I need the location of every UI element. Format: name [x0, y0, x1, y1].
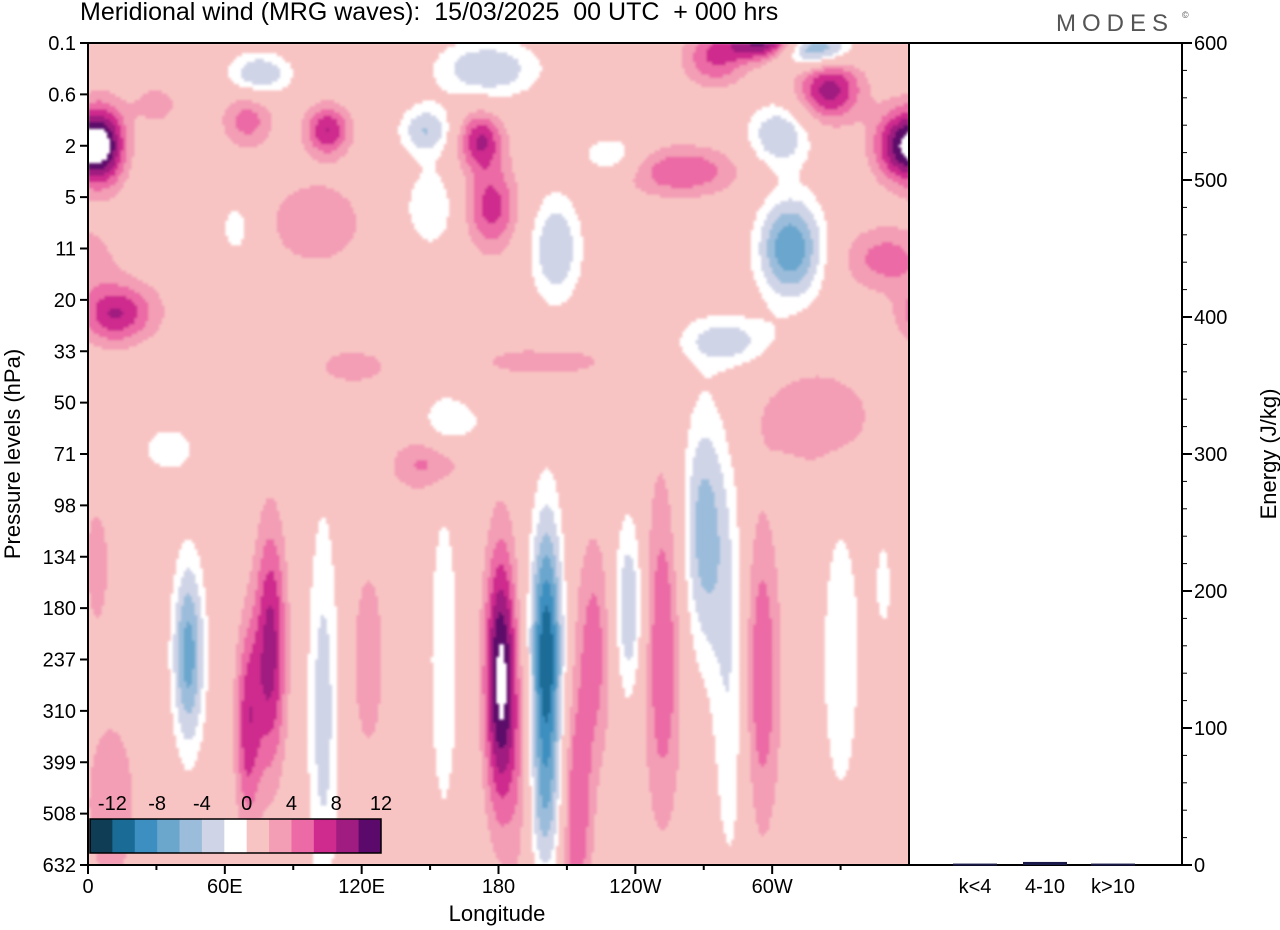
colorbar-swatch: [336, 819, 360, 853]
energy-bar: [953, 863, 997, 866]
colorbar-label: 8: [331, 793, 342, 815]
colorbar-swatch: [358, 819, 382, 853]
chart-title: Meridional wind (MRG waves): 15/03/2025 …: [80, 0, 779, 26]
energy-category-label: 4-10: [1025, 876, 1065, 898]
copyright-mark: ©: [1182, 10, 1189, 20]
energy-bar: [1091, 863, 1135, 866]
y-tick-label: 2: [65, 136, 76, 158]
x-tick-label: 0: [82, 876, 93, 898]
colorbar-frame: [89, 818, 382, 854]
energy-category-label: k>10: [1091, 876, 1135, 898]
energy-tick-label: 200: [1194, 581, 1227, 603]
colorbar-swatch: [224, 819, 248, 853]
colorbar-swatch: [90, 819, 113, 853]
colorbar-swatch: [157, 819, 180, 853]
y-tick-label: 134: [43, 547, 76, 569]
y-tick-label: 5: [65, 187, 76, 209]
energy-tick-label: 300: [1194, 444, 1227, 466]
colorbar-swatch: [313, 819, 337, 853]
colorbar-swatch: [134, 819, 158, 853]
y-axis-title: Pressure levels (hPa): [0, 349, 25, 559]
colorbar-label: 4: [286, 793, 297, 815]
energy-tick-label: 100: [1194, 718, 1227, 740]
energy-tick-label: 400: [1194, 307, 1227, 329]
colorbar-swatch: [269, 819, 292, 853]
x-axis-title: Longitude: [449, 901, 546, 926]
y-tick-label: 310: [43, 701, 76, 723]
colorbar-swatch: [291, 819, 315, 853]
y-tick-label: 508: [43, 804, 76, 826]
y-tick-label: 20: [54, 290, 76, 312]
colorbar-swatch: [246, 819, 270, 853]
colorbar-label: 0: [241, 793, 252, 815]
y-tick-label: 98: [54, 495, 76, 517]
y-tick-label: 11: [55, 239, 76, 261]
energy-category-label: k<4: [959, 876, 992, 898]
x-tick-label: 120W: [609, 876, 661, 898]
y-tick-label: 71: [54, 444, 76, 466]
colorbar-label: -8: [148, 793, 166, 815]
wind-contour-field: [88, 43, 909, 865]
colorbar-label: 12: [370, 793, 392, 815]
colorbar-label: -12: [98, 793, 127, 815]
energy-bar-panel: 0 100 200 300 400 500 600 k<4 4-10 k>10: [953, 33, 1227, 898]
energy-bar: [1023, 861, 1067, 865]
energy-axis-title: Energy (J/kg): [1256, 389, 1280, 520]
y-tick-label: 0.1: [48, 33, 76, 55]
y-tick-label: 399: [43, 752, 76, 774]
y-tick-label: 33: [54, 341, 76, 363]
energy-tick-label: 500: [1194, 170, 1227, 192]
y-tick-label: 632: [43, 855, 76, 877]
colorbar-swatch: [201, 819, 225, 853]
colorbar: -12 -8 -4 0 4 8 12: [89, 793, 392, 854]
energy-tick-label: 600: [1194, 33, 1227, 55]
x-tick-label: 60E: [207, 876, 243, 898]
colorbar-swatch: [179, 819, 203, 853]
x-tick-label: 180: [482, 876, 515, 898]
y-tick-label: 237: [43, 650, 76, 672]
x-tick-label: 60W: [752, 876, 793, 898]
modes-logo: MODES: [1056, 10, 1175, 37]
colorbar-swatch: [112, 819, 136, 853]
y-tick-label: 0.6: [48, 84, 76, 106]
x-tick-label: 120E: [338, 876, 385, 898]
colorbar-label: -4: [193, 793, 211, 815]
energy-tick-label: 0: [1194, 855, 1205, 877]
y-tick-label: 50: [54, 393, 76, 415]
y-tick-label: 180: [43, 598, 76, 620]
